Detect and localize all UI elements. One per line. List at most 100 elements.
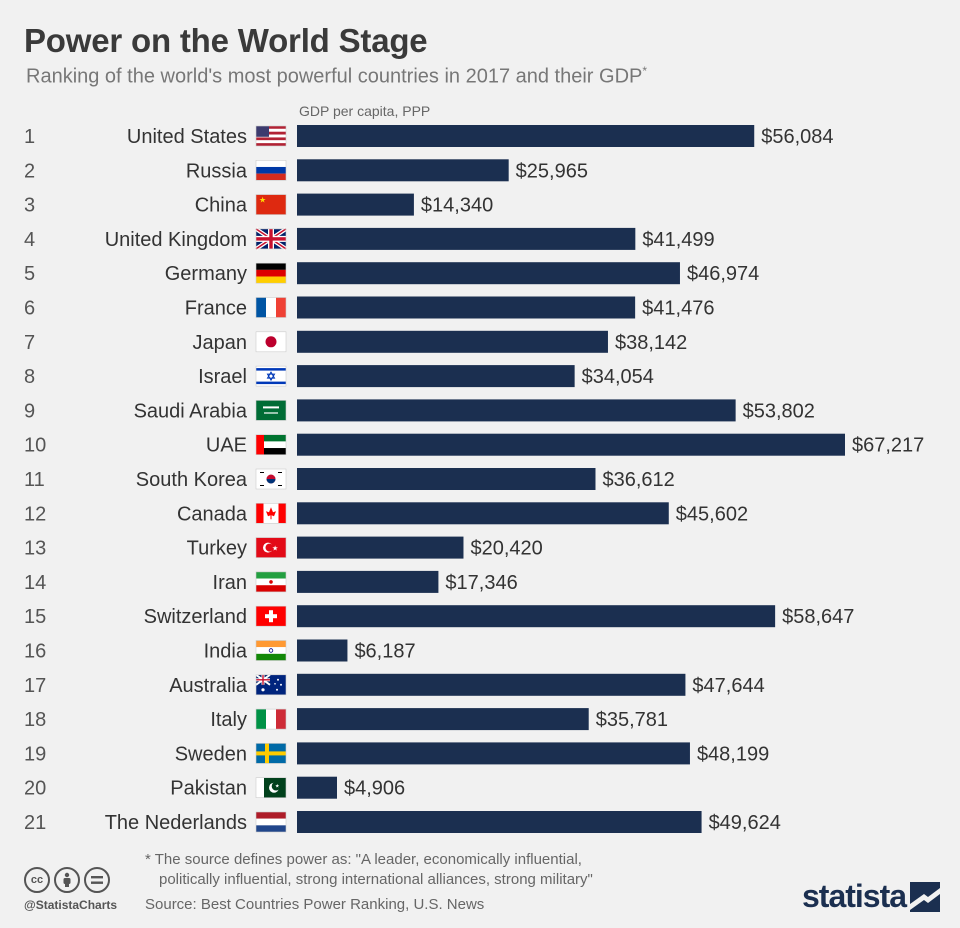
rank-label: 13 [24,538,46,560]
data-label: $56,084 [761,126,833,148]
social-handle[interactable]: @StatistaCharts [24,898,118,912]
bar [297,708,589,731]
flag-cn-icon: ★ [255,194,287,215]
bar [297,502,669,525]
footnote-line-2: politically influential, strong internat… [159,871,593,888]
category-label: Saudi Arabia [134,400,248,422]
data-label: $6,187 [354,641,415,663]
chart-row: 18 Italy $35,781 [24,708,668,731]
flag-se-icon [255,743,287,764]
data-label: $53,802 [743,400,815,422]
flag-kr-icon [255,468,287,490]
statista-mark-icon [910,881,941,912]
flag-ru-icon [255,159,287,181]
flag-in-icon [255,640,287,661]
data-label: $38,142 [615,332,687,354]
flag-il-icon [255,365,287,387]
statista-logo[interactable]: statista [802,878,941,915]
category-label: India [204,641,248,663]
rank-label: 19 [24,743,46,765]
chart-row: 12 Canada $45,602 [24,502,748,525]
bar [297,262,680,285]
equals-icon [91,876,103,884]
flag-jp-icon [255,331,287,353]
flag-ca-icon [255,502,287,524]
axis-label: GDP per capita, PPP [299,103,431,119]
svg-text:★: ★ [259,196,266,205]
rank-label: 20 [24,778,46,800]
data-label: $46,974 [687,263,759,285]
chart-row: 2 Russia $25,965 [24,159,588,182]
chart-row: 15 Switzerland $58,647 [24,605,854,628]
rank-label: 3 [24,195,35,217]
category-label: France [185,298,247,320]
no-derivatives-icon [84,867,110,893]
rank-label: 16 [24,641,46,663]
data-label: $47,644 [692,675,764,697]
bar [297,536,464,559]
chart-row: 16 India $6,187 [24,639,416,663]
category-label: Israel [198,366,247,388]
flag-fr-icon [255,297,287,318]
rank-label: 10 [24,435,46,457]
chart-row: 17 Australia $47,644 [24,673,765,697]
data-label: $49,624 [709,812,781,834]
chart-row: 21 The Nederlands $49,624 [24,811,781,834]
footnote: * The source defines power as: "A leader… [145,850,593,890]
chart-row: 8 Israel $34,054 [24,365,654,388]
data-label: $25,965 [516,160,588,182]
chart-row: 13 Turkey ★ $20,420 [24,536,543,560]
rank-label: 11 [24,469,45,491]
data-label: $4,906 [344,778,405,800]
source-note: Source: Best Countries Power Ranking, U.… [145,896,485,913]
subtitle-text: Ranking of the world's most powerful cou… [26,65,643,88]
chart-row: 11 South Korea $36,612 [24,468,675,491]
rank-label: 17 [24,675,46,697]
creative-commons-icon: cc [24,867,50,893]
chart-row: 20 Pakistan ★ $4,906 [24,776,405,800]
chart-subtitle: Ranking of the world's most powerful cou… [26,64,647,89]
chart-row: 10 UAE $67,217 [24,433,924,457]
chart-row: 3 China ★ $14,340 [24,193,493,217]
data-label: $58,647 [782,606,854,628]
category-label: Australia [169,675,248,697]
rank-label: 15 [24,606,46,628]
category-label: Switzerland [144,606,247,628]
license-icons: cc [24,867,110,893]
bar-chart: 1 United States $56,084 2 Russia $25,965 3 Chin… [24,125,924,834]
category-label: Turkey [187,538,247,560]
bar [297,742,690,765]
bar [297,365,575,388]
flag-tr-icon: ★ [255,537,287,558]
chart-title: Power on the World Stage [24,22,428,59]
chart-row: 4 United Kingdom $41,499 [24,227,715,251]
bar [297,296,636,319]
flag-us-icon [255,125,287,147]
svg-text:★: ★ [275,784,280,790]
bar [297,639,348,662]
rank-label: 7 [24,332,35,354]
bar [297,605,776,628]
flag-gb-icon [254,227,288,251]
flag-pk-icon: ★ [255,777,287,799]
category-label: United States [127,126,247,148]
data-label: $14,340 [421,195,493,217]
rank-label: 4 [24,229,35,251]
flag-de-icon [255,262,287,284]
category-label: Canada [177,503,248,525]
category-label: Sweden [175,743,247,765]
rank-label: 6 [24,298,35,320]
rank-label: 18 [24,709,46,731]
rank-label: 14 [24,572,46,594]
flag-nl-icon [255,811,287,833]
bar [297,227,636,250]
bar [297,811,702,833]
category-label: United Kingdom [105,229,247,251]
flag-it-icon [255,708,287,730]
bar [297,159,509,182]
category-label: Iran [213,572,247,594]
subtitle-footnote-mark: * [642,64,648,78]
data-label: $41,499 [642,229,714,251]
bar [297,433,845,456]
category-label: Russia [186,160,248,182]
